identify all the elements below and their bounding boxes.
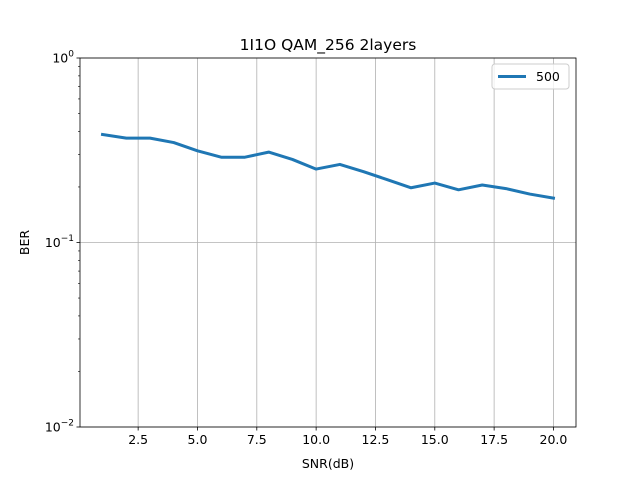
legend-box: [491, 63, 570, 90]
y-tick-exponent: −2: [61, 419, 74, 429]
series-layer: [100, 132, 556, 200]
x-tick-label: 12.5: [362, 432, 390, 447]
y-axis-label: BER: [17, 230, 32, 255]
x-tick-label: 2.5: [128, 432, 148, 447]
x-axis-ticks: 2.5 5.0 7.5 10.0 12.5 15.0 17.5 20.0: [128, 427, 567, 447]
y-tick-exponent: 0: [68, 50, 74, 60]
chart-title: 1I1O QAM_256 2layers: [240, 36, 417, 55]
x-tick-label: 20.0: [540, 432, 568, 447]
series-line-500: [100, 132, 556, 200]
y-tick-base: 10: [45, 235, 61, 250]
y-tick-label: 10−1: [45, 234, 74, 250]
x-tick-label: 5.0: [188, 432, 208, 447]
x-tick-label: 15.0: [421, 432, 449, 447]
x-axis-label: SNR(dB): [302, 456, 354, 471]
y-tick-exponent: −1: [61, 234, 74, 244]
y-tick-base: 10: [45, 420, 61, 435]
y-tick-label: 100: [52, 50, 74, 66]
x-tick-label: 7.5: [247, 432, 267, 447]
x-tick-label: 10.0: [302, 432, 330, 447]
x-tick-label: 17.5: [480, 432, 508, 447]
legend-label: 500: [536, 69, 560, 84]
y-tick-base: 10: [52, 51, 68, 66]
legend: 500: [491, 63, 570, 90]
y-tick-label: 10−2: [45, 419, 74, 435]
